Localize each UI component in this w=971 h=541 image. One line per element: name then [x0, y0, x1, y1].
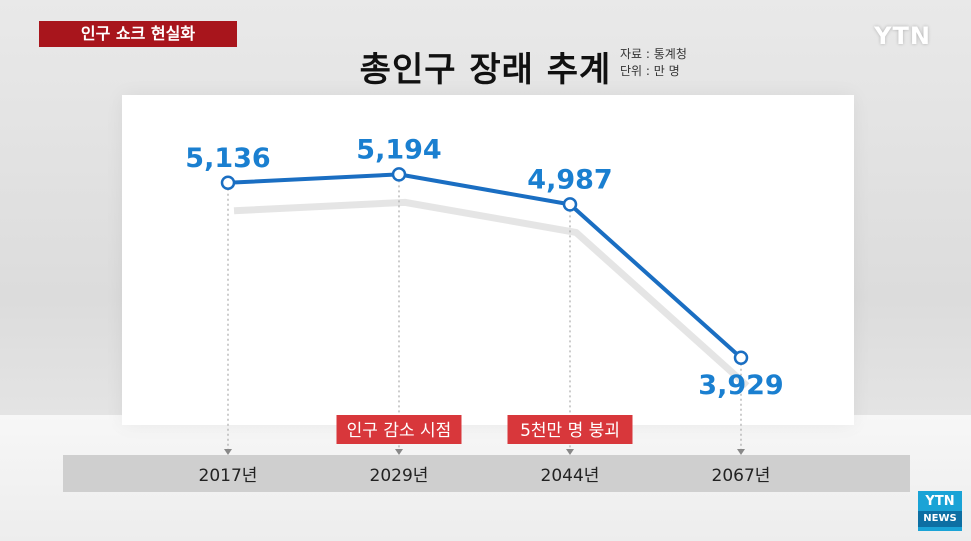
x-tick-marker-3 [737, 449, 745, 455]
unit-line: 단위 : 만 명 [620, 64, 680, 78]
data-point-2 [562, 197, 578, 212]
data-label-0: 5,136 [185, 143, 270, 174]
x-tick-marker-2 [566, 449, 574, 455]
ytn-logo: YTN [874, 22, 931, 50]
source-note: 자료 : 통계청 단위 : 만 명 [620, 46, 687, 80]
annotation-box-1 [507, 415, 633, 444]
data-label-2: 4,987 [527, 164, 612, 195]
source-line: 자료 : 통계청 [620, 47, 687, 61]
annotation-1: 5천만 명 붕괴 [507, 415, 633, 444]
data-point-3 [733, 350, 749, 366]
x-tick-label-0: 2017년 [199, 466, 258, 486]
news-logo-top: YTN [925, 494, 955, 509]
series-line [226, 172, 743, 360]
data-label-3: 3,929 [698, 370, 783, 401]
chart-title: 총인구 장래 추계 [359, 50, 612, 90]
news-logo-bottom: NEWS [918, 511, 962, 527]
data-point-0 [220, 175, 236, 191]
chart-backdrop [122, 95, 854, 425]
annotation-text-1: 5천만 명 붕괴 [520, 421, 620, 441]
x-tick-label-3: 2067년 [712, 466, 771, 486]
x-axis-bar [63, 455, 910, 492]
x-tick-label-2: 2044년 [541, 466, 600, 486]
x-tick-marker-0 [224, 449, 232, 455]
series-line-shadow [233, 198, 750, 389]
data-label-1: 5,194 [356, 134, 441, 165]
data-point-1 [391, 167, 407, 182]
segment-tag: 인구 쇼크 현실화 [39, 21, 237, 47]
annotation-box-0 [336, 415, 462, 444]
annotation-0: 인구 감소 시점 [336, 415, 462, 444]
ytn-news-logo: YTN NEWS [918, 491, 962, 531]
x-tick-marker-1 [395, 449, 403, 455]
x-tick-label-1: 2029년 [370, 466, 429, 486]
annotation-text-0: 인구 감소 시점 [347, 421, 452, 441]
